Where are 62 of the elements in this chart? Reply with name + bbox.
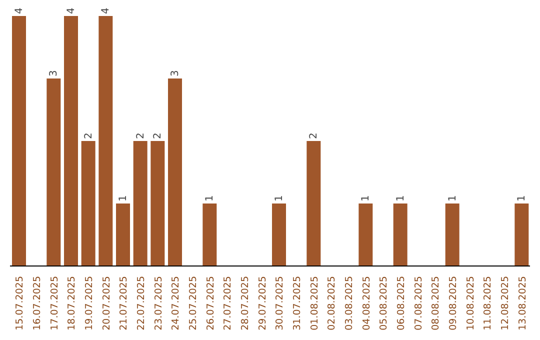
- x-tick-label: 05.08.2025: [378, 276, 390, 330]
- data-label: 1: [360, 195, 372, 202]
- bar: [133, 141, 148, 266]
- x-tick-label: 29.07.2025: [257, 276, 268, 330]
- x-tick-label: 06.08.2025: [396, 276, 407, 330]
- data-label: 1: [204, 195, 216, 202]
- x-tick-label: 10.08.2025: [465, 276, 476, 330]
- x-tick-label: 24.07.2025: [170, 276, 182, 330]
- data-label: 1: [447, 195, 458, 202]
- bar: [358, 204, 373, 266]
- x-tick-label: 03.08.2025: [344, 276, 355, 330]
- x-tick-label: 28.07.2025: [240, 276, 251, 330]
- x-tick-label: 20.07.2025: [101, 276, 112, 330]
- bar: [202, 204, 217, 266]
- bar: [514, 204, 529, 266]
- bar: [272, 204, 286, 266]
- x-tick-label: 21.07.2025: [118, 276, 130, 330]
- data-label: 2: [308, 132, 320, 139]
- x-tick-label: 09.08.2025: [448, 276, 459, 330]
- data-label: 2: [152, 132, 164, 139]
- x-tick-label: 13.08.2025: [517, 276, 528, 330]
- bar: [393, 204, 408, 266]
- bar: [12, 16, 26, 266]
- data-label: 4: [100, 8, 112, 14]
- bar: [306, 141, 321, 266]
- bar: [98, 16, 113, 266]
- x-tick-label: 16.07.2025: [32, 276, 43, 330]
- x-tick-label: 17.07.2025: [49, 276, 60, 330]
- bar: [116, 204, 130, 266]
- x-tick-label: 02.08.2025: [326, 276, 338, 330]
- data-label: 4: [14, 8, 25, 14]
- x-tick-label: 25.07.2025: [188, 276, 199, 330]
- x-tick-label: 30.07.2025: [274, 276, 286, 330]
- x-tick-label: 12.08.2025: [500, 276, 511, 330]
- data-label: 1: [118, 195, 129, 202]
- bar: [46, 78, 61, 266]
- bar: [168, 78, 182, 266]
- bar: [445, 204, 460, 266]
- data-label: 4: [66, 8, 77, 14]
- x-tick-label: 23.07.2025: [153, 276, 164, 330]
- data-label: 1: [274, 195, 285, 202]
- data-label: 1: [395, 195, 406, 202]
- x-tick-label: 27.07.2025: [222, 276, 234, 330]
- bar: [81, 141, 96, 266]
- x-tick-label: 26.07.2025: [205, 276, 216, 330]
- x-tick-label: 19.07.2025: [84, 276, 95, 330]
- x-tick-label: 31.07.2025: [292, 276, 303, 330]
- data-label: 3: [48, 70, 60, 76]
- x-tick-label: 04.08.2025: [361, 276, 372, 330]
- x-tick-label: 18.07.2025: [66, 276, 78, 330]
- x-tick-label: 22.07.2025: [136, 276, 147, 330]
- x-tick-label: 01.08.2025: [309, 276, 320, 330]
- x-tick-label: 11.08.2025: [482, 276, 494, 330]
- data-label: 2: [135, 132, 146, 139]
- data-label: 3: [170, 70, 181, 76]
- x-tick-label: 07.08.2025: [413, 276, 424, 330]
- x-tick-label: 08.08.2025: [430, 276, 442, 330]
- data-label: 2: [83, 132, 94, 139]
- data-label: 1: [516, 195, 528, 202]
- bar: [150, 141, 165, 266]
- bar: [64, 16, 78, 266]
- x-tick-label: 15.07.2025: [14, 276, 26, 330]
